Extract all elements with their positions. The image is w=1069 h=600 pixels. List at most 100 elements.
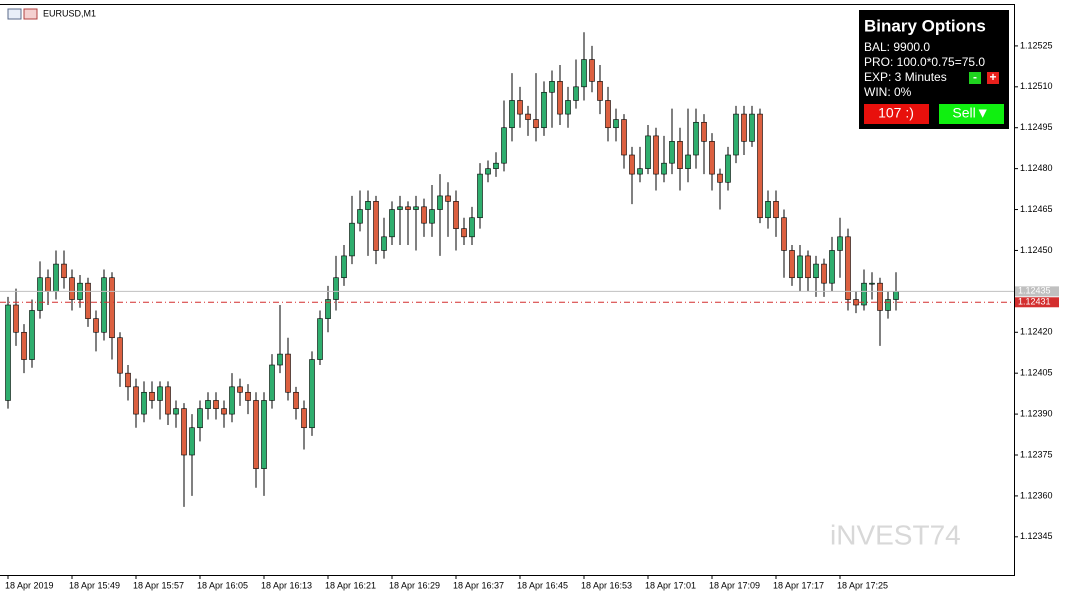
candle-body: [517, 100, 523, 115]
panel-win: WIN: 0%: [864, 85, 912, 99]
candle-body: [501, 127, 507, 164]
candle-body: [109, 277, 115, 339]
y-tick-label: 1.12525: [1020, 40, 1053, 50]
candle-body: [781, 217, 787, 251]
price-label-box: [1015, 286, 1059, 297]
candle-body: [637, 168, 643, 175]
y-tick-label: 1.12465: [1020, 204, 1053, 214]
candle-body: [725, 154, 731, 183]
candle-body: [709, 141, 715, 175]
sell-button[interactable]: [939, 104, 1004, 124]
candle-body: [477, 173, 483, 219]
candle-body: [861, 282, 867, 306]
x-tick-label: 18 Apr 16:45: [517, 580, 568, 590]
expiry-plus-button[interactable]: [987, 72, 999, 84]
buy-button[interactable]: [864, 104, 929, 124]
buy-button-label[interactable]: 107 :): [878, 105, 914, 121]
candle-body: [693, 121, 699, 156]
y-tick-label: 1.12375: [1020, 449, 1053, 459]
expiry-plus-label[interactable]: +: [989, 70, 996, 84]
y-tick-label: 1.12495: [1020, 122, 1053, 132]
candle-body: [229, 386, 235, 415]
candle-body: [885, 299, 891, 311]
candle-body: [397, 206, 403, 210]
candle-body: [621, 119, 627, 156]
candle-body: [605, 100, 611, 129]
candle-body: [749, 113, 755, 142]
icon-chart: [7, 8, 22, 20]
candle-body: [285, 353, 291, 393]
candle-body: [261, 400, 267, 469]
candle-body: [549, 81, 555, 93]
candle-body: [277, 353, 283, 366]
candle-body: [365, 201, 371, 210]
candle-body: [437, 195, 443, 210]
candle-body: [389, 209, 395, 238]
y-tick-label: 1.12345: [1020, 531, 1053, 541]
candle-body: [557, 81, 563, 115]
candle-body: [157, 386, 163, 401]
y-tick-label: 1.12390: [1020, 408, 1053, 418]
candle-body: [869, 282, 875, 285]
candle-body: [669, 141, 675, 164]
candle-body: [421, 206, 427, 224]
panel-expiry: EXP: 3 Minutes: [864, 70, 947, 84]
candle-body: [125, 372, 131, 388]
trade-panel: Binary Options BAL: 9900.0 PRO: 100.0*0.…: [859, 10, 1009, 129]
panel-balance: BAL: 9900.0: [864, 40, 930, 54]
candle-body: [317, 318, 323, 360]
candle-body: [877, 282, 883, 311]
candle-body: [645, 135, 651, 169]
candle-body: [93, 318, 99, 333]
candle-body: [629, 154, 635, 175]
x-tick-label: 18 Apr 16:53: [581, 580, 632, 590]
candle-body: [21, 331, 27, 360]
candle-body: [325, 299, 331, 319]
candle-body: [61, 263, 67, 279]
candle-body: [565, 100, 571, 115]
candle-body: [413, 206, 419, 210]
candle-body: [253, 400, 259, 469]
window-title: EURUSD,M1: [43, 8, 96, 18]
candle-body: [53, 263, 59, 292]
candle-body: [509, 100, 515, 129]
y-tick-label: 1.12420: [1020, 327, 1053, 337]
candle-body: [661, 162, 667, 175]
candle-body: [309, 359, 315, 429]
candle-body: [341, 255, 347, 279]
price-label-box: [1015, 297, 1059, 308]
candle-body: [189, 427, 195, 456]
candle-body: [117, 337, 123, 374]
expiry-minus-label[interactable]: -: [973, 70, 977, 84]
x-tick-label: 18 Apr 17:25: [837, 580, 888, 590]
x-tick-label: 18 Apr 15:57: [133, 580, 184, 590]
candle-body: [205, 400, 211, 409]
candle-body: [349, 222, 355, 257]
x-tick-label: 18 Apr 16:29: [389, 580, 440, 590]
candle-body: [677, 141, 683, 169]
plot-area: [0, 32, 1014, 507]
panel-title: Binary Options: [864, 16, 986, 35]
candle-body: [149, 391, 155, 401]
candle-body: [789, 250, 795, 279]
candle-body: [525, 113, 531, 120]
y-tick-label: 1.12405: [1020, 368, 1053, 378]
candle-body: [533, 119, 539, 129]
candle-body: [237, 386, 243, 393]
candle-body: [837, 236, 843, 251]
candle-body: [445, 195, 451, 202]
candle-body: [357, 209, 363, 224]
candle-body: [45, 277, 51, 292]
candle-body: [485, 168, 491, 175]
candle-body: [333, 277, 339, 300]
x-tick-label: 18 Apr 17:09: [709, 580, 760, 590]
price-label: 1.12435: [1018, 286, 1051, 296]
candle-body: [165, 386, 171, 415]
candle-body: [197, 408, 203, 429]
candle-body: [373, 201, 379, 251]
candle-body: [301, 408, 307, 429]
expiry-minus-button[interactable]: [969, 72, 981, 84]
sell-button-label[interactable]: Sell▼: [952, 105, 989, 121]
candle-body: [845, 236, 851, 300]
